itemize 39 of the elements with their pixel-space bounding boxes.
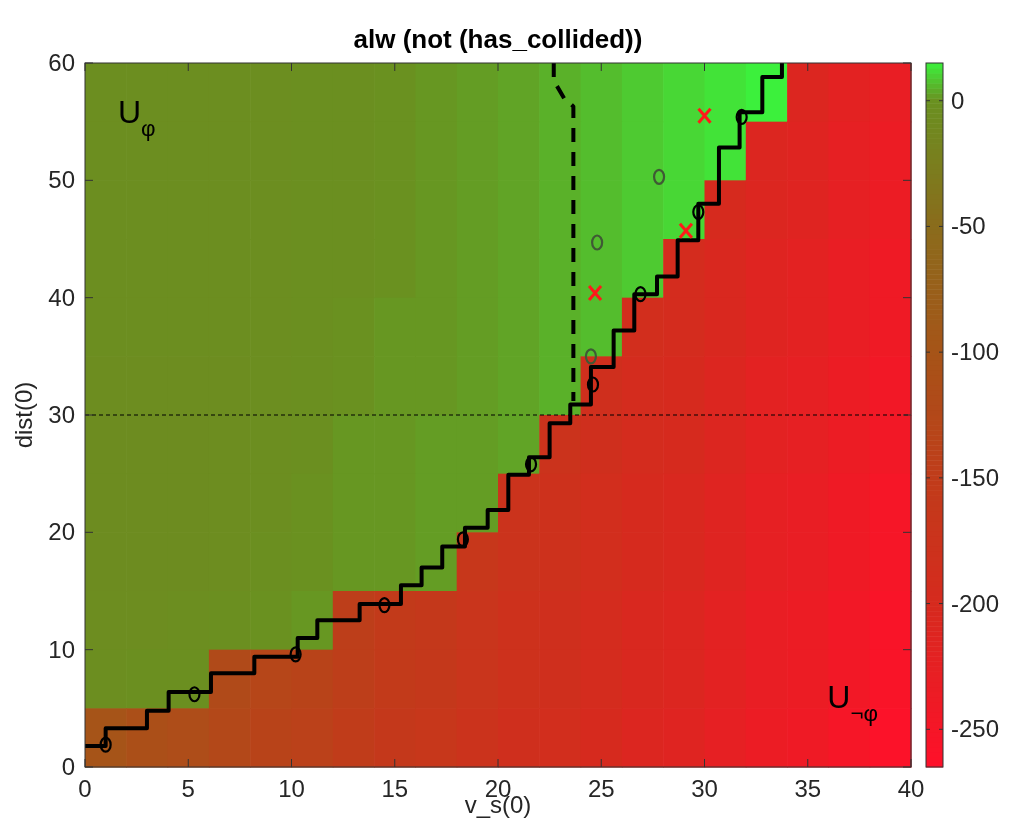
x-tick-label: 5 bbox=[181, 775, 195, 802]
x-tick-label: 10 bbox=[278, 775, 305, 802]
point bbox=[584, 348, 598, 365]
color-bar-label: -150 bbox=[951, 463, 1000, 491]
x-tick-label: 0 bbox=[78, 775, 92, 802]
y-tick-label: 30 bbox=[48, 401, 75, 428]
point bbox=[634, 286, 647, 303]
y-tick-label: 60 bbox=[48, 49, 75, 76]
color-bar-label: -100 bbox=[951, 338, 1000, 366]
point bbox=[378, 596, 391, 614]
color-bar-label: -50 bbox=[951, 212, 986, 240]
point bbox=[591, 234, 604, 251]
point bbox=[587, 284, 603, 302]
y-tick-label: 10 bbox=[48, 635, 75, 663]
point bbox=[692, 203, 705, 221]
y-tick-label: 0 bbox=[61, 753, 75, 780]
y-tick-label: 40 bbox=[48, 283, 75, 311]
color-bar-label: -200 bbox=[951, 589, 1000, 617]
x-tick-label: 30 bbox=[691, 775, 718, 802]
point bbox=[188, 686, 201, 703]
x-tick-label: 25 bbox=[587, 775, 615, 802]
chart-title: alw (not (has_collided)) bbox=[353, 24, 643, 54]
x-tick-label: 40 bbox=[897, 775, 925, 802]
point bbox=[289, 646, 302, 663]
point bbox=[735, 108, 748, 126]
point bbox=[456, 531, 469, 548]
y-tick-label: 50 bbox=[48, 166, 75, 194]
color-bar-label: -250 bbox=[951, 715, 1000, 743]
color-bar-label: 0 bbox=[951, 86, 965, 114]
x-tick-label: 15 bbox=[381, 775, 409, 802]
y-axis-title: dist(0) bbox=[10, 381, 37, 449]
y-tick-label: 20 bbox=[48, 518, 75, 546]
point bbox=[524, 456, 538, 473]
point bbox=[678, 222, 694, 240]
point bbox=[697, 107, 712, 125]
x-tick-label: 35 bbox=[794, 775, 822, 802]
point bbox=[652, 168, 666, 185]
annotation: U$_{¬φ}$ bbox=[827, 679, 878, 726]
annotation: U$_{φ}$ bbox=[118, 94, 156, 141]
